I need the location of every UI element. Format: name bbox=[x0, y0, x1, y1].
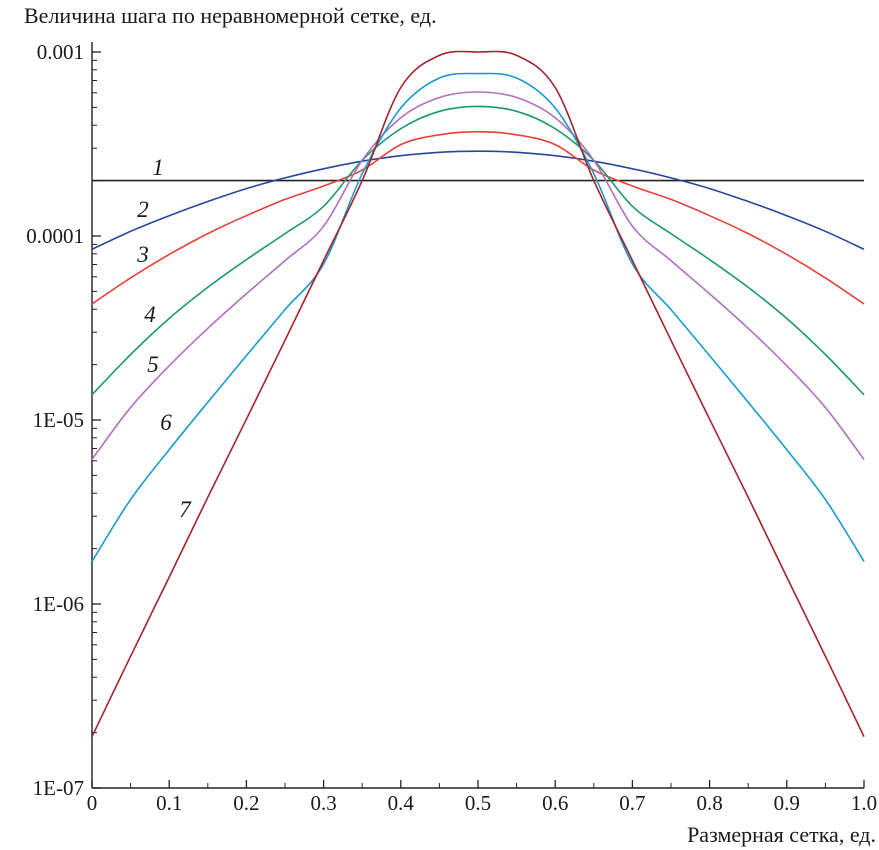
x-tick-label: 0 bbox=[87, 791, 98, 815]
y-tick-label: 1E-07 bbox=[33, 776, 84, 800]
x-tick-label: 0.4 bbox=[388, 791, 415, 815]
series-lines bbox=[91, 50, 865, 738]
series-line-7 bbox=[91, 50, 865, 738]
x-tick-label: 1.0 bbox=[851, 791, 877, 815]
curve-labels: 12 3 4 5 6 7 bbox=[136, 155, 192, 522]
curve-label-6: 6 bbox=[160, 410, 172, 435]
x-tick-label: 0.7 bbox=[619, 791, 645, 815]
y-axis-title: Величина шага по неравномерной сетке, ед… bbox=[24, 3, 437, 28]
curve-label-2: 2 bbox=[137, 197, 149, 222]
series-line-2 bbox=[91, 150, 865, 251]
x-tick-label: 0.9 bbox=[774, 791, 800, 815]
series-line-4 bbox=[91, 105, 865, 396]
y-tick-label: 0.001 bbox=[37, 40, 84, 64]
series-line-5 bbox=[91, 91, 865, 460]
x-tick-label: 0.6 bbox=[542, 791, 568, 815]
y-tick-label: 1E-05 bbox=[33, 408, 84, 432]
curve-label-7: 7 bbox=[179, 497, 192, 522]
series-line-3 bbox=[91, 130, 865, 305]
x-axis-title: Размерная сетка, ед. bbox=[687, 822, 876, 847]
curve-label-5: 5 bbox=[147, 352, 159, 377]
axes bbox=[91, 42, 864, 789]
x-tick-label: 0.2 bbox=[233, 791, 259, 815]
y-tick-label: 1E-06 bbox=[33, 592, 84, 616]
x-tick-label: 0.3 bbox=[310, 791, 336, 815]
ticks: 1E-07 1E-06 1E-05 0.0001 0.001 0 0.1 0.2 0.3 0.4 0… bbox=[26, 40, 877, 815]
series-line-6 bbox=[91, 72, 865, 563]
curve-label-3: 3 bbox=[136, 242, 149, 267]
x-tick-label: 0.1 bbox=[156, 791, 182, 815]
x-tick-label: 0.8 bbox=[696, 791, 722, 815]
curve-label-1: 1 bbox=[152, 155, 164, 180]
x-tick-label: 0.5 bbox=[465, 791, 491, 815]
y-tick-label: 0.0001 bbox=[26, 224, 84, 248]
curve-label-4: 4 bbox=[144, 302, 156, 327]
